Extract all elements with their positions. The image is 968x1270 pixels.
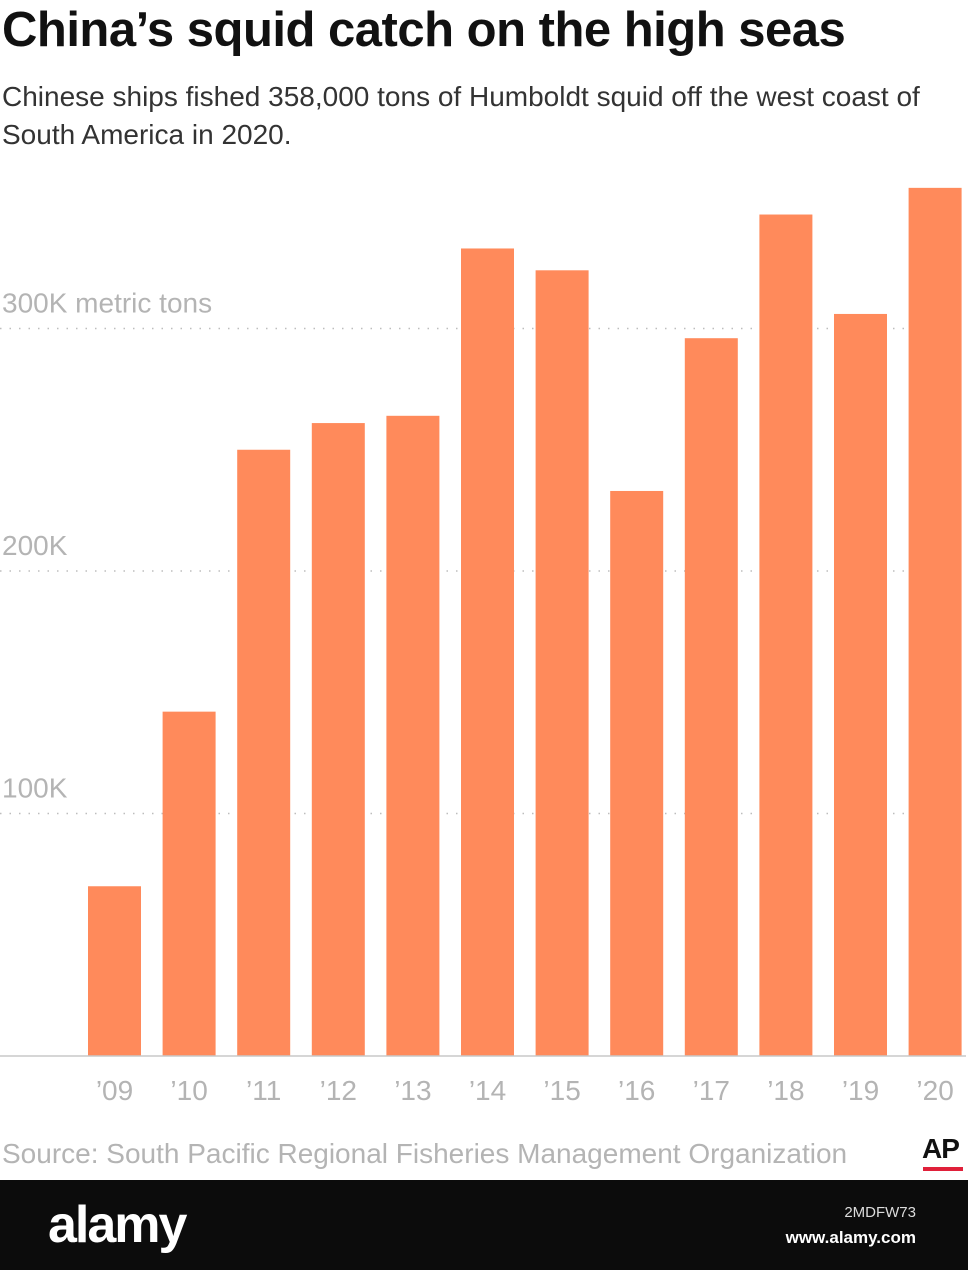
bar [311,423,365,1056]
x-tick-label: ’10 [170,1075,207,1106]
y-tick-labels: 100K 200K 300K metric tons [2,288,212,804]
y-tick-label: 300K metric tons [2,288,212,319]
bar [461,248,514,1057]
y-tick-label: 100K [2,773,68,804]
x-tick-label: ’16 [618,1075,655,1106]
bar-chart: 100K 200K 300K metric tons ’09 ’10 ’11 ’12 ’13… [0,187,966,1106]
bars [88,187,962,1057]
bar [610,490,664,1057]
chart-title: China’s squid catch on the high seas [2,3,846,57]
ap-logo-underline [923,1167,963,1171]
bar [908,187,962,1057]
x-tick-label: ’09 [96,1075,133,1106]
x-tick-label: ’14 [469,1075,506,1106]
bar [237,449,291,1056]
ap-logo: AP [922,1134,964,1174]
x-tick-label: ’19 [842,1075,879,1106]
chart-subtitle: Chinese ships fished 358,000 tons of Hum… [2,81,920,150]
bar [834,313,887,1056]
bar [162,711,216,1056]
image-id: 2MDFW73 [844,1204,916,1221]
source-note: Source: South Pacific Regional Fisheries… [2,1138,848,1169]
y-tick-label: 200K [2,530,68,561]
bar [88,886,141,1056]
bar [535,270,589,1056]
x-tick-label: ’18 [767,1075,804,1106]
x-tick-labels: ’09 ’10 ’11 ’12 ’13 ’14 ’15 ’16 ’17 ’18 ’19 ’20 [96,1075,954,1106]
bar [684,338,738,1056]
x-tick-label: ’17 [693,1075,730,1106]
alamy-logo: alamy [48,1196,187,1254]
x-tick-label: ’20 [916,1075,953,1106]
x-tick-label: ’15 [543,1075,580,1106]
bar [386,415,440,1056]
stock-watermark-bar: alamy 2MDFW73 www.alamy.com [0,1180,968,1270]
bar [759,214,813,1056]
ap-logo-text: AP [922,1133,960,1164]
x-tick-label: ’12 [320,1075,357,1106]
x-tick-label: ’13 [394,1075,431,1106]
alamy-url: www.alamy.com [785,1228,916,1247]
x-tick-label: ’11 [246,1075,281,1106]
